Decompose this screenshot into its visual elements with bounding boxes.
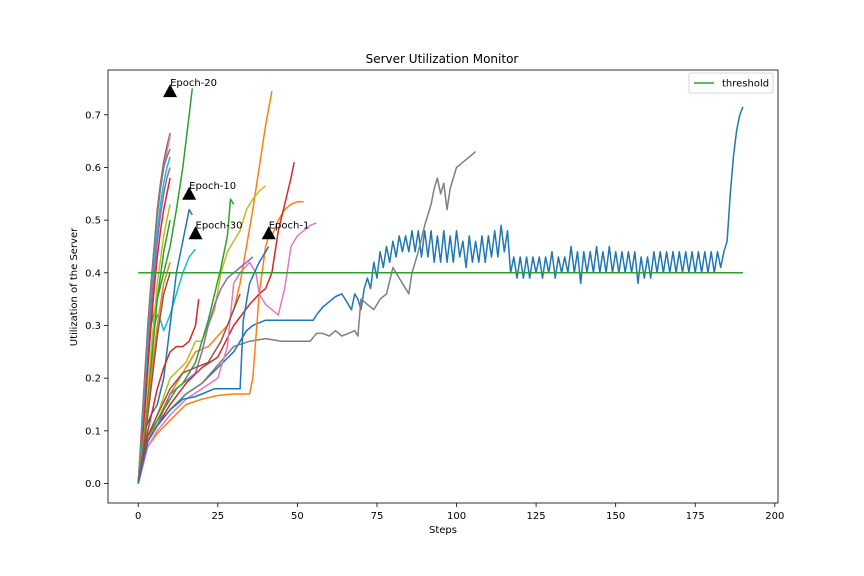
series-line-3 <box>137 200 304 484</box>
annotation-label: Epoch-10 <box>189 181 236 192</box>
x-tick-label: 175 <box>686 511 705 522</box>
series-line-18 <box>137 177 171 484</box>
x-tick-label: 50 <box>291 511 304 522</box>
y-tick-label: 0.4 <box>85 268 101 279</box>
y-axis: 0.0 0.1 0.2 0.3 0.4 0.5 0.6 0.7 <box>85 110 108 490</box>
y-tick-label: 0.0 <box>85 479 101 490</box>
series-line-1 <box>137 106 744 484</box>
legend-box <box>688 72 774 94</box>
annotations: Epoch-20 Epoch-10 Epoch-30 Epoch-1 <box>163 78 310 240</box>
annotation-marker <box>163 84 178 98</box>
series-line-2 <box>137 151 477 484</box>
x-tick-label: 0 <box>135 511 141 522</box>
y-tick-label: 0.7 <box>85 110 101 121</box>
annotation-label: Epoch-30 <box>196 220 243 231</box>
series-line-7 <box>137 185 267 484</box>
x-tick-label: 200 <box>765 511 784 522</box>
legend: threshold <box>688 72 774 94</box>
y-tick-label: 0.5 <box>85 216 101 227</box>
chart-title: Server Utilization Monitor <box>366 52 519 66</box>
series-line-23 <box>137 299 200 484</box>
legend-threshold-label: threshold <box>722 79 769 90</box>
axes-frame <box>107 69 779 504</box>
y-tick-label: 0.1 <box>85 426 101 437</box>
series-line-15 <box>137 148 171 484</box>
x-tick-label: 25 <box>211 511 224 522</box>
annotation-marker <box>188 226 203 240</box>
x-axis-title: Steps <box>429 525 457 536</box>
series-line-22 <box>137 272 171 484</box>
x-tick-label: 150 <box>606 511 625 522</box>
x-axis: 0 25 50 75 100 125 150 175 200 <box>135 503 784 522</box>
series-line-5 <box>137 222 317 484</box>
y-tick-label: 0.6 <box>85 163 101 174</box>
x-tick-label: 75 <box>371 511 384 522</box>
series-line-25 <box>137 246 270 484</box>
y-tick-label: 0.2 <box>85 374 101 385</box>
series-line-8 <box>137 256 254 484</box>
y-tick-label: 0.3 <box>85 321 101 332</box>
series-line-4 <box>137 162 295 484</box>
annotation-label: Epoch-1 <box>269 220 310 231</box>
series-line-12 <box>137 208 193 484</box>
x-tick-label: 125 <box>527 511 546 522</box>
y-axis-title: Utilization of the Server <box>69 227 80 346</box>
series-line-6 <box>137 90 273 484</box>
series-line-9 <box>137 198 235 484</box>
x-tick-label: 100 <box>447 511 466 522</box>
plot-area <box>137 88 744 484</box>
annotation-marker <box>182 186 197 200</box>
annotation-label: Epoch-20 <box>170 78 217 89</box>
annotation-marker <box>261 226 276 240</box>
series-line-24 <box>137 293 241 484</box>
